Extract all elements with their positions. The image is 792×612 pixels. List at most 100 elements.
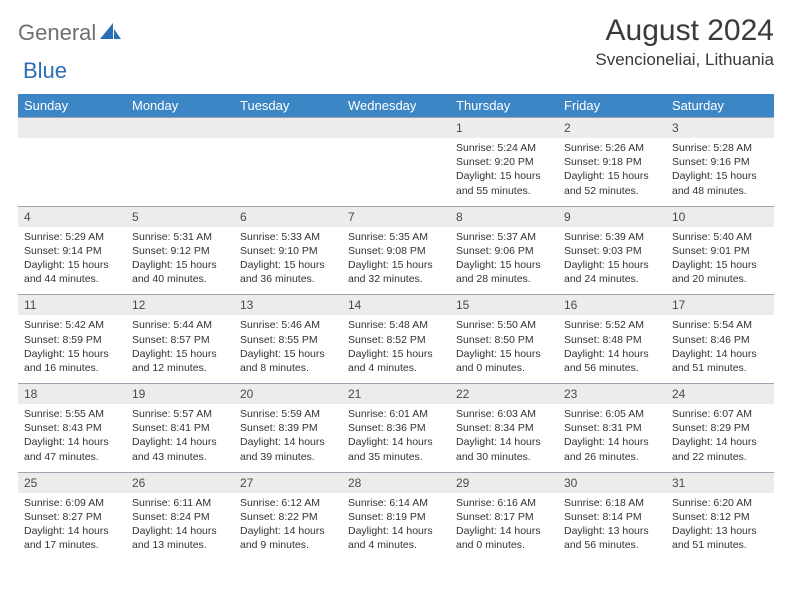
weekday-header-row: Sunday Monday Tuesday Wednesday Thursday… [18,94,774,118]
sunset-text: Sunset: 8:12 PM [672,510,768,524]
sunset-text: Sunset: 9:03 PM [564,244,660,258]
day-number: 16 [558,295,666,316]
sunset-text: Sunset: 8:57 PM [132,333,228,347]
day-number: 8 [450,206,558,227]
day-number: 17 [666,295,774,316]
day-cell: Sunrise: 5:59 AMSunset: 8:39 PMDaylight:… [234,404,342,472]
sunset-text: Sunset: 9:10 PM [240,244,336,258]
day-cell: Sunrise: 5:52 AMSunset: 8:48 PMDaylight:… [558,315,666,383]
daylight-text: Daylight: 15 hours and 52 minutes. [564,169,660,197]
day-cell: Sunrise: 5:31 AMSunset: 9:12 PMDaylight:… [126,227,234,295]
sunset-text: Sunset: 8:50 PM [456,333,552,347]
day-number: 29 [450,472,558,493]
weekday-header: Monday [126,94,234,118]
day-cell-empty [126,138,234,206]
daylight-text: Daylight: 15 hours and 8 minutes. [240,347,336,375]
daylight-text: Daylight: 14 hours and 56 minutes. [564,347,660,375]
daylight-text: Daylight: 15 hours and 0 minutes. [456,347,552,375]
sunrise-text: Sunrise: 6:07 AM [672,407,768,421]
sunrise-text: Sunrise: 5:54 AM [672,318,768,332]
day-number: 13 [234,295,342,316]
sunset-text: Sunset: 8:17 PM [456,510,552,524]
day-cell: Sunrise: 6:11 AMSunset: 8:24 PMDaylight:… [126,493,234,561]
sunrise-text: Sunrise: 5:48 AM [348,318,444,332]
sunrise-text: Sunrise: 5:31 AM [132,230,228,244]
week-daynum-row: 18 19 20 21 22 23 24 [18,384,774,405]
day-cell: Sunrise: 5:44 AMSunset: 8:57 PMDaylight:… [126,315,234,383]
sunset-text: Sunset: 9:14 PM [24,244,120,258]
day-number: 14 [342,295,450,316]
day-number: 22 [450,384,558,405]
day-number: 10 [666,206,774,227]
sunset-text: Sunset: 8:22 PM [240,510,336,524]
day-cell: Sunrise: 6:07 AMSunset: 8:29 PMDaylight:… [666,404,774,472]
day-cell: Sunrise: 6:18 AMSunset: 8:14 PMDaylight:… [558,493,666,561]
brand-word-2: Blue [23,58,67,83]
daylight-text: Daylight: 14 hours and 30 minutes. [456,435,552,463]
sunrise-text: Sunrise: 6:03 AM [456,407,552,421]
sunrise-text: Sunrise: 5:29 AM [24,230,120,244]
day-number: 18 [18,384,126,405]
day-number [126,118,234,139]
sunset-text: Sunset: 9:12 PM [132,244,228,258]
day-number: 20 [234,384,342,405]
day-number: 4 [18,206,126,227]
sunrise-text: Sunrise: 5:50 AM [456,318,552,332]
sunset-text: Sunset: 9:20 PM [456,155,552,169]
daylight-text: Daylight: 14 hours and 47 minutes. [24,435,120,463]
day-cell: Sunrise: 5:28 AM Sunset: 9:16 PM Dayligh… [666,138,774,206]
day-number: 1 [450,118,558,139]
sunset-text: Sunset: 8:55 PM [240,333,336,347]
daylight-text: Daylight: 14 hours and 43 minutes. [132,435,228,463]
day-cell: Sunrise: 6:12 AMSunset: 8:22 PMDaylight:… [234,493,342,561]
day-number: 7 [342,206,450,227]
weekday-header: Tuesday [234,94,342,118]
day-number: 19 [126,384,234,405]
daylight-text: Daylight: 14 hours and 26 minutes. [564,435,660,463]
daylight-text: Daylight: 15 hours and 36 minutes. [240,258,336,286]
sunset-text: Sunset: 8:36 PM [348,421,444,435]
sunrise-text: Sunrise: 6:11 AM [132,496,228,510]
day-number: 23 [558,384,666,405]
daylight-text: Daylight: 14 hours and 35 minutes. [348,435,444,463]
day-cell: Sunrise: 5:40 AMSunset: 9:01 PMDaylight:… [666,227,774,295]
week-data-row: Sunrise: 6:09 AMSunset: 8:27 PMDaylight:… [18,493,774,561]
day-cell-empty [342,138,450,206]
week-daynum-row: 25 26 27 28 29 30 31 [18,472,774,493]
day-cell-empty [18,138,126,206]
daylight-text: Daylight: 15 hours and 48 minutes. [672,169,768,197]
sunrise-text: Sunrise: 5:26 AM [564,141,660,155]
daylight-text: Daylight: 15 hours and 12 minutes. [132,347,228,375]
sunrise-text: Sunrise: 5:42 AM [24,318,120,332]
day-cell: Sunrise: 5:55 AMSunset: 8:43 PMDaylight:… [18,404,126,472]
brand-logo: General [18,14,102,46]
sunset-text: Sunset: 9:16 PM [672,155,768,169]
calendar-table: Sunday Monday Tuesday Wednesday Thursday… [18,94,774,560]
daylight-text: Daylight: 14 hours and 4 minutes. [348,524,444,552]
day-cell: Sunrise: 6:16 AMSunset: 8:17 PMDaylight:… [450,493,558,561]
sunrise-text: Sunrise: 5:52 AM [564,318,660,332]
day-cell: Sunrise: 5:37 AMSunset: 9:06 PMDaylight:… [450,227,558,295]
sunset-text: Sunset: 8:48 PM [564,333,660,347]
day-cell: Sunrise: 5:24 AM Sunset: 9:20 PM Dayligh… [450,138,558,206]
daylight-text: Daylight: 15 hours and 20 minutes. [672,258,768,286]
weekday-header: Sunday [18,94,126,118]
sunrise-text: Sunrise: 5:40 AM [672,230,768,244]
day-number [234,118,342,139]
daylight-text: Daylight: 15 hours and 44 minutes. [24,258,120,286]
day-cell-empty [234,138,342,206]
sunrise-text: Sunrise: 5:35 AM [348,230,444,244]
day-number: 30 [558,472,666,493]
daylight-text: Daylight: 13 hours and 56 minutes. [564,524,660,552]
sunrise-text: Sunrise: 5:57 AM [132,407,228,421]
sunrise-text: Sunrise: 6:20 AM [672,496,768,510]
sunrise-text: Sunrise: 6:14 AM [348,496,444,510]
daylight-text: Daylight: 15 hours and 24 minutes. [564,258,660,286]
day-number: 12 [126,295,234,316]
brand-word-1: General [18,20,96,46]
day-cell: Sunrise: 5:57 AMSunset: 8:41 PMDaylight:… [126,404,234,472]
sunrise-text: Sunrise: 6:09 AM [24,496,120,510]
day-number: 5 [126,206,234,227]
daylight-text: Daylight: 14 hours and 39 minutes. [240,435,336,463]
day-cell: Sunrise: 5:26 AM Sunset: 9:18 PM Dayligh… [558,138,666,206]
